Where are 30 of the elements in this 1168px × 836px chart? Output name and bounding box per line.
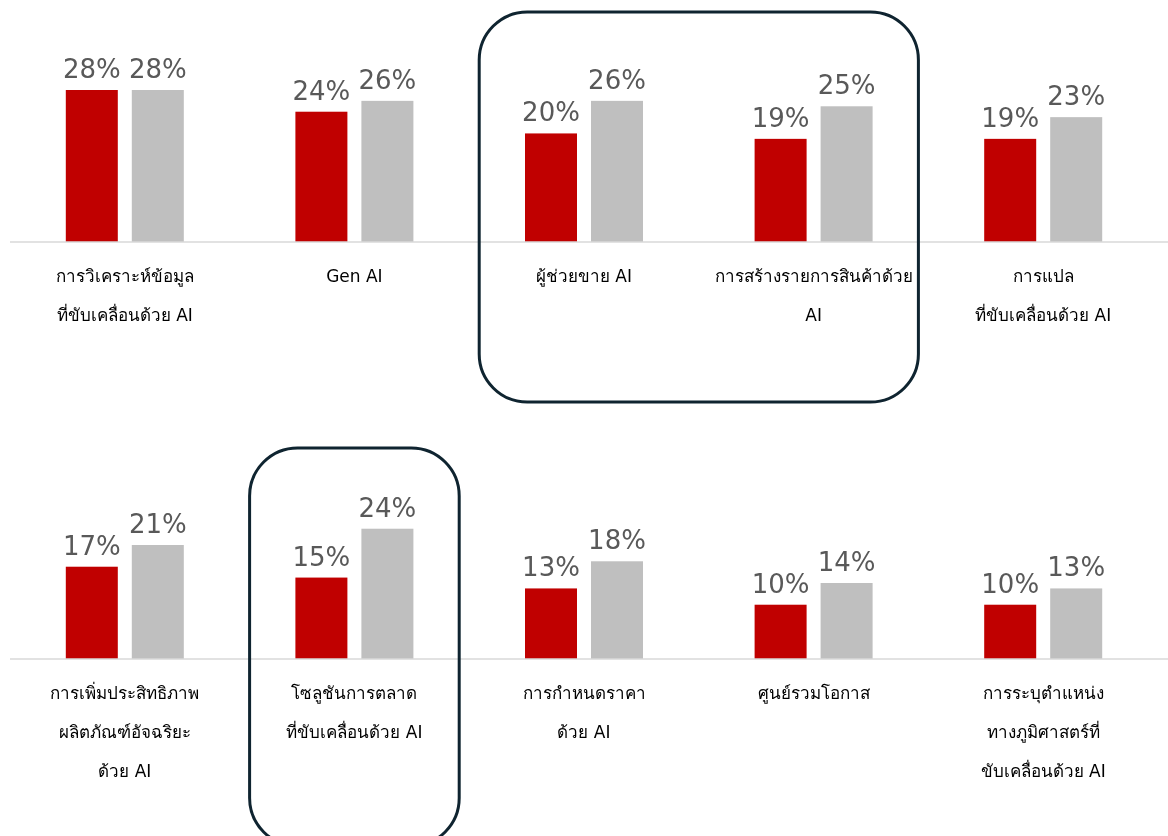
data-label: 24% bbox=[358, 492, 417, 523]
data-label: 21% bbox=[128, 509, 187, 539]
data-label: 26% bbox=[588, 64, 646, 95]
x-tick-label: การวิเคราะห์ข้อมูล ที่ขับเคลื่อนด้วย AI bbox=[55, 266, 194, 325]
x-tick-label: ผู้ช่วยขาย AI bbox=[535, 266, 633, 287]
data-label: 10% bbox=[981, 568, 1040, 599]
data-label: 26% bbox=[358, 64, 417, 95]
data-label: 23% bbox=[1047, 81, 1106, 112]
data-label: 17% bbox=[62, 530, 121, 561]
x-tick-label: การกำหนดราคา ด้วย AI bbox=[522, 683, 646, 742]
data-label: 20% bbox=[522, 97, 580, 128]
x-tick-label: ศูนย์รวมโอกาส bbox=[757, 683, 871, 704]
x-tick-label: การเพิ่มประสิทธิภาพ ผลิตภัณฑ์อัจฉริยะ ด้วย AI bbox=[50, 681, 200, 781]
data-label: 24% bbox=[292, 75, 351, 106]
x-tick-label: โซลูชันการตลาด ที่ขับเคลื่อนด้วย AI bbox=[286, 683, 423, 742]
x-tick-label: การระบุตำแหน่ง ทางภูมิศาสตร์ที่ ขับเคลื่อนด้วย AI bbox=[980, 683, 1106, 781]
data-label: 19% bbox=[751, 102, 810, 133]
data-label: 15% bbox=[292, 541, 351, 572]
data-label: 14% bbox=[817, 547, 876, 577]
x-tick-label: การสร้างรายการสินค้าด้วย AI bbox=[714, 266, 913, 325]
data-label: 19% bbox=[981, 102, 1040, 133]
data-label: 25% bbox=[817, 70, 876, 101]
data-label: 13% bbox=[522, 552, 580, 583]
x-tick-label: การแปล ที่ขับเคลื่อนด้วย AI bbox=[975, 266, 1112, 325]
data-label: 28% bbox=[62, 54, 121, 84]
data-label: 28% bbox=[128, 54, 187, 84]
data-label: 13% bbox=[1047, 552, 1106, 583]
data-label: 10% bbox=[751, 568, 810, 599]
x-tick-label: Gen AI bbox=[326, 266, 383, 286]
data-label: 18% bbox=[588, 525, 646, 556]
